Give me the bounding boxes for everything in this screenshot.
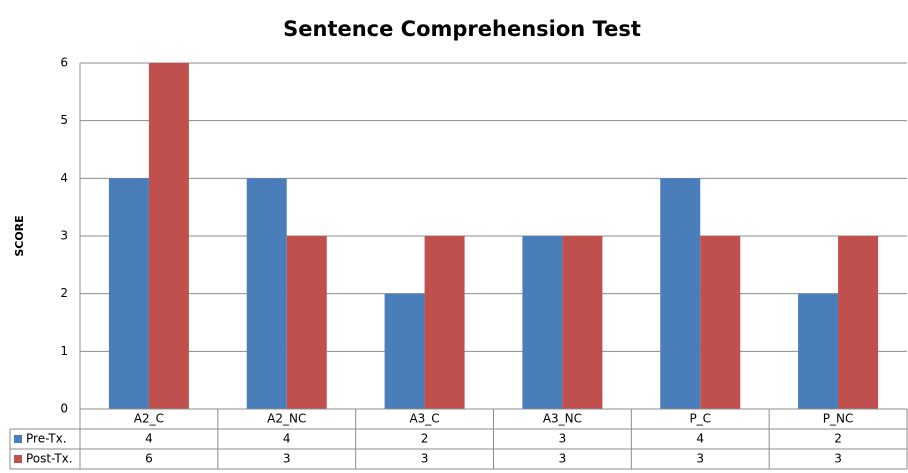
- table-value: 3: [834, 452, 842, 466]
- y-tick-label: 1: [60, 344, 68, 358]
- x-tick-label: P_NC: [823, 412, 854, 426]
- table-value: 3: [559, 452, 567, 466]
- y-tick-label: 0: [60, 402, 68, 416]
- bar: [700, 236, 741, 409]
- table-value: 6: [145, 452, 153, 466]
- x-tick-label: A3_C: [409, 412, 439, 426]
- legend-label: Post-Tx.: [26, 452, 73, 466]
- bar: [286, 236, 327, 409]
- legend-swatch: [14, 455, 22, 463]
- bar: [798, 293, 839, 409]
- bar: [522, 236, 563, 409]
- bar: [246, 178, 287, 409]
- table-value: 3: [559, 432, 567, 446]
- table-value: 4: [696, 432, 704, 446]
- table-value: 3: [283, 452, 291, 466]
- table-value: 3: [696, 452, 704, 466]
- bar: [384, 293, 425, 409]
- y-tick-label: 3: [60, 229, 68, 243]
- bar: [660, 178, 701, 409]
- table-value: 2: [421, 432, 429, 446]
- bar: [424, 236, 465, 409]
- table-value: 4: [145, 432, 153, 446]
- legend-label: Pre-Tx.: [26, 432, 67, 446]
- table-value: 4: [283, 432, 291, 446]
- y-tick-label: 2: [60, 286, 68, 300]
- bar: [148, 63, 189, 409]
- x-tick-label: P_C: [689, 412, 711, 426]
- chart-title: Sentence Comprehension Test: [283, 17, 641, 41]
- bar: [838, 236, 879, 409]
- bar: [562, 236, 603, 409]
- legend-swatch: [14, 435, 22, 443]
- y-tick-label: 6: [60, 56, 68, 70]
- x-tick-label: A3_NC: [543, 412, 582, 426]
- y-axis-label: SCORE: [13, 215, 26, 256]
- table-value: 3: [421, 452, 429, 466]
- y-tick-label: 4: [60, 171, 68, 185]
- x-tick-label: A2_NC: [267, 412, 306, 426]
- bar: [108, 178, 149, 409]
- y-tick-label: 5: [60, 113, 68, 127]
- x-tick-label: A2_C: [134, 412, 164, 426]
- table-value: 2: [834, 432, 842, 446]
